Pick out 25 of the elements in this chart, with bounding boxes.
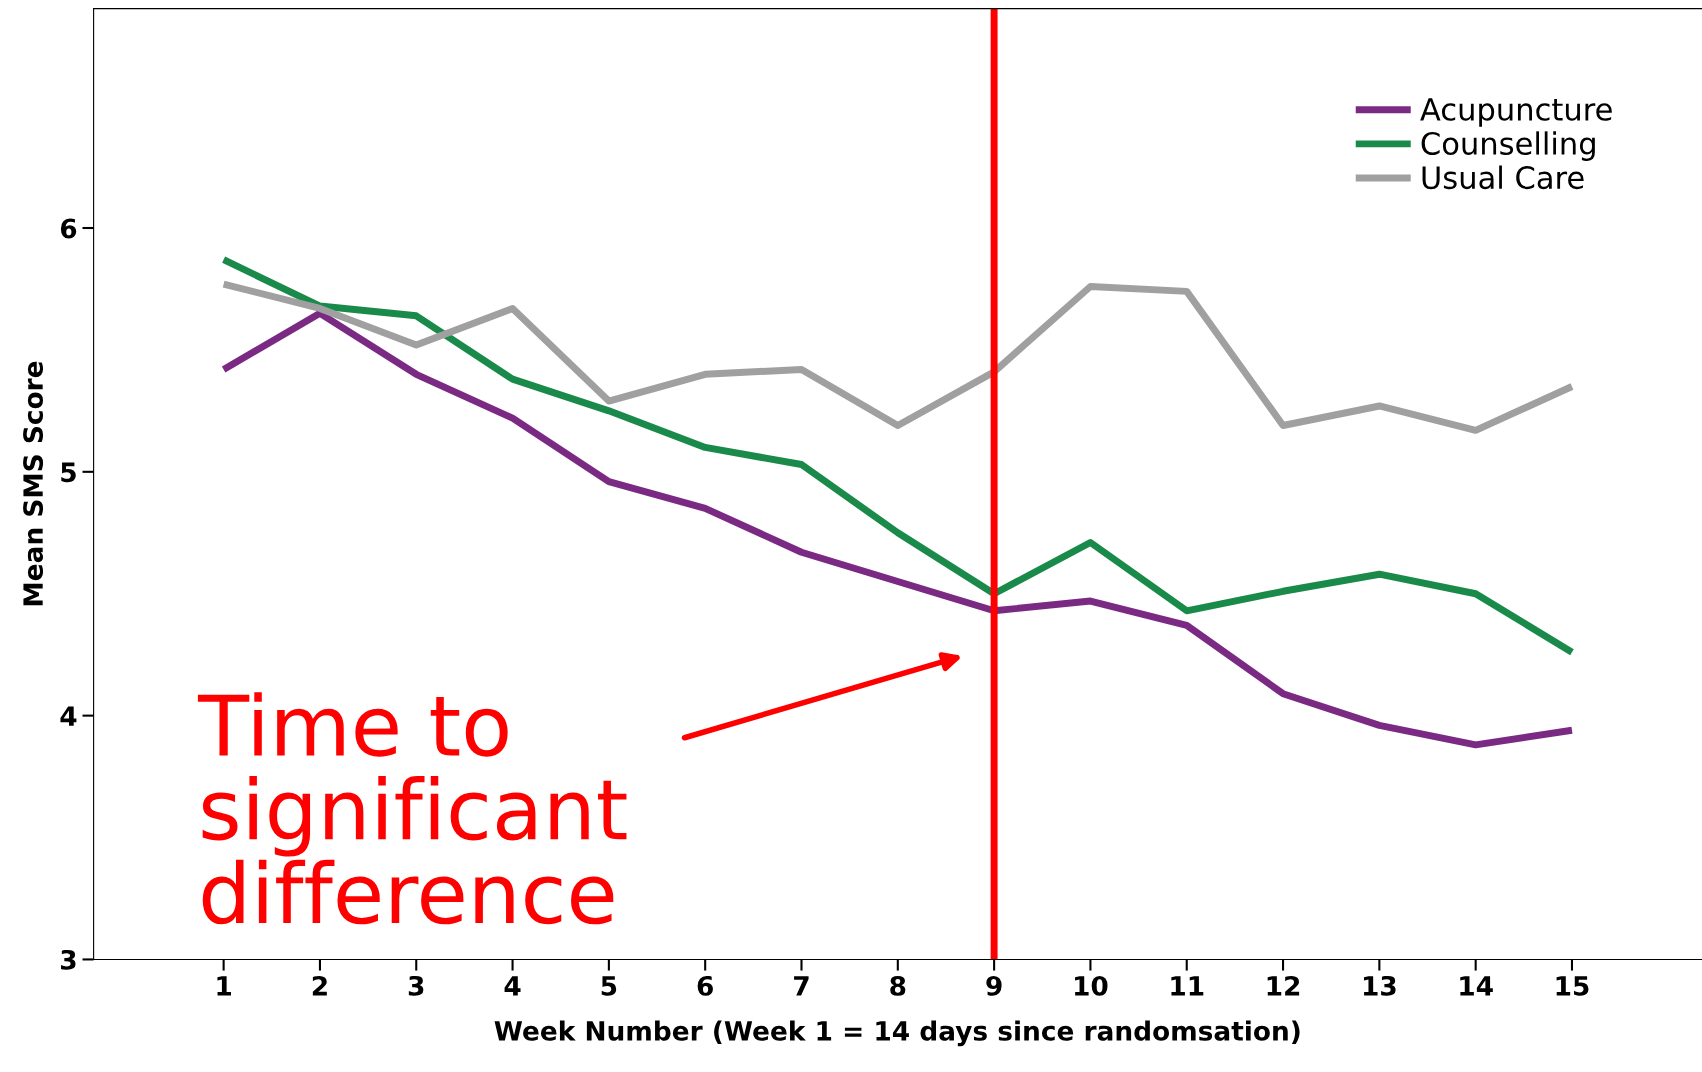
x-tick-label: 2	[312, 975, 327, 996]
x-tick-label: 6	[697, 975, 713, 996]
x-tick-label: 7	[794, 976, 809, 996]
y-tick-label: 4	[60, 706, 77, 726]
x-tick-label: 8	[890, 975, 906, 996]
x-tick-label: 15	[1556, 976, 1589, 996]
y-tick-label: 6	[60, 218, 77, 239]
x-tick-label: 1	[217, 976, 231, 996]
x-tick-label: 10	[1075, 975, 1108, 996]
x-tick-label: 11	[1171, 976, 1204, 996]
x-tick-label: 4	[504, 976, 521, 996]
legend-label: Counselling	[1421, 131, 1595, 161]
x-tick-label: 14	[1460, 976, 1493, 996]
x-tick-label: 13	[1363, 975, 1396, 996]
x-tick-label: 5	[601, 976, 617, 996]
x-tick-label: 9	[986, 975, 1002, 996]
y-axis-title: Mean SMS Score	[23, 361, 44, 606]
annotation: Time to significant difference	[197, 692, 627, 925]
y-tick-label: 3	[61, 949, 76, 970]
x-tick-label: 3	[408, 975, 424, 996]
x-axis-title: Week Number (Week 1 = 14 days since randomsation)	[494, 1020, 1300, 1047]
legend-label: Usual Care	[1422, 165, 1584, 190]
legend-label: Acupuncture	[1420, 98, 1612, 127]
x-tick-label: 12	[1267, 975, 1300, 996]
y-tick-label: 5	[61, 462, 76, 483]
